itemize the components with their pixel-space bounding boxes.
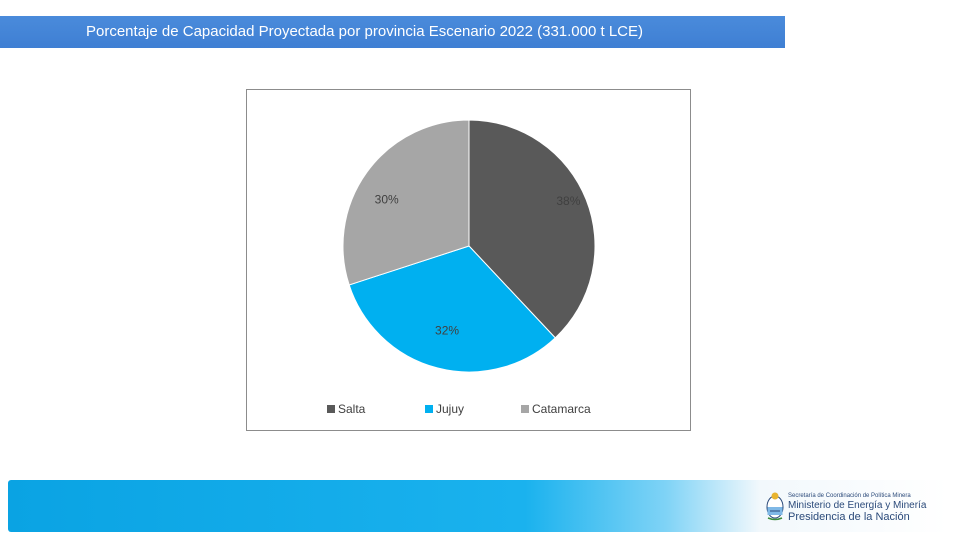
legend-swatch [327,405,335,413]
legend-label: Salta [338,402,366,416]
footer-bar [8,480,948,532]
national-emblem-icon [766,492,784,521]
footer-ministerio: Ministerio de Energía y Minería [788,500,927,511]
legend-swatch [425,405,433,413]
legend-label: Jujuy [436,402,465,416]
pie-slice-jujuy [348,245,556,373]
legend-label: Catamarca [532,402,591,416]
data-label-catamarca: 30% [375,193,399,207]
chart-legend: Salta Jujuy Catamarca [247,400,690,418]
legend-item-salta: Salta [327,400,365,418]
chart-frame: 38% 32% 30% Salta Jujuy Catamarca [246,89,691,431]
pie-chart: 38% 32% 30% [342,119,596,373]
page-title: Porcentaje de Capacidad Proyectada por p… [0,16,785,48]
legend-item-catamarca: Catamarca [521,400,591,418]
data-label-salta: 38% [556,194,580,208]
footer-presidencia: Presidencia de la Nación [788,511,910,523]
pie-slice-salta [468,119,596,339]
legend-item-jujuy: Jujuy [425,400,464,418]
pie-slice-catamarca [342,119,470,286]
data-label-jujuy: 32% [435,324,459,338]
footer-secretaria: Secretaría de Coordinación de Política M… [788,493,911,499]
legend-swatch [521,405,529,413]
footer-institution: Secretaría de Coordinación de Política M… [788,492,926,524]
